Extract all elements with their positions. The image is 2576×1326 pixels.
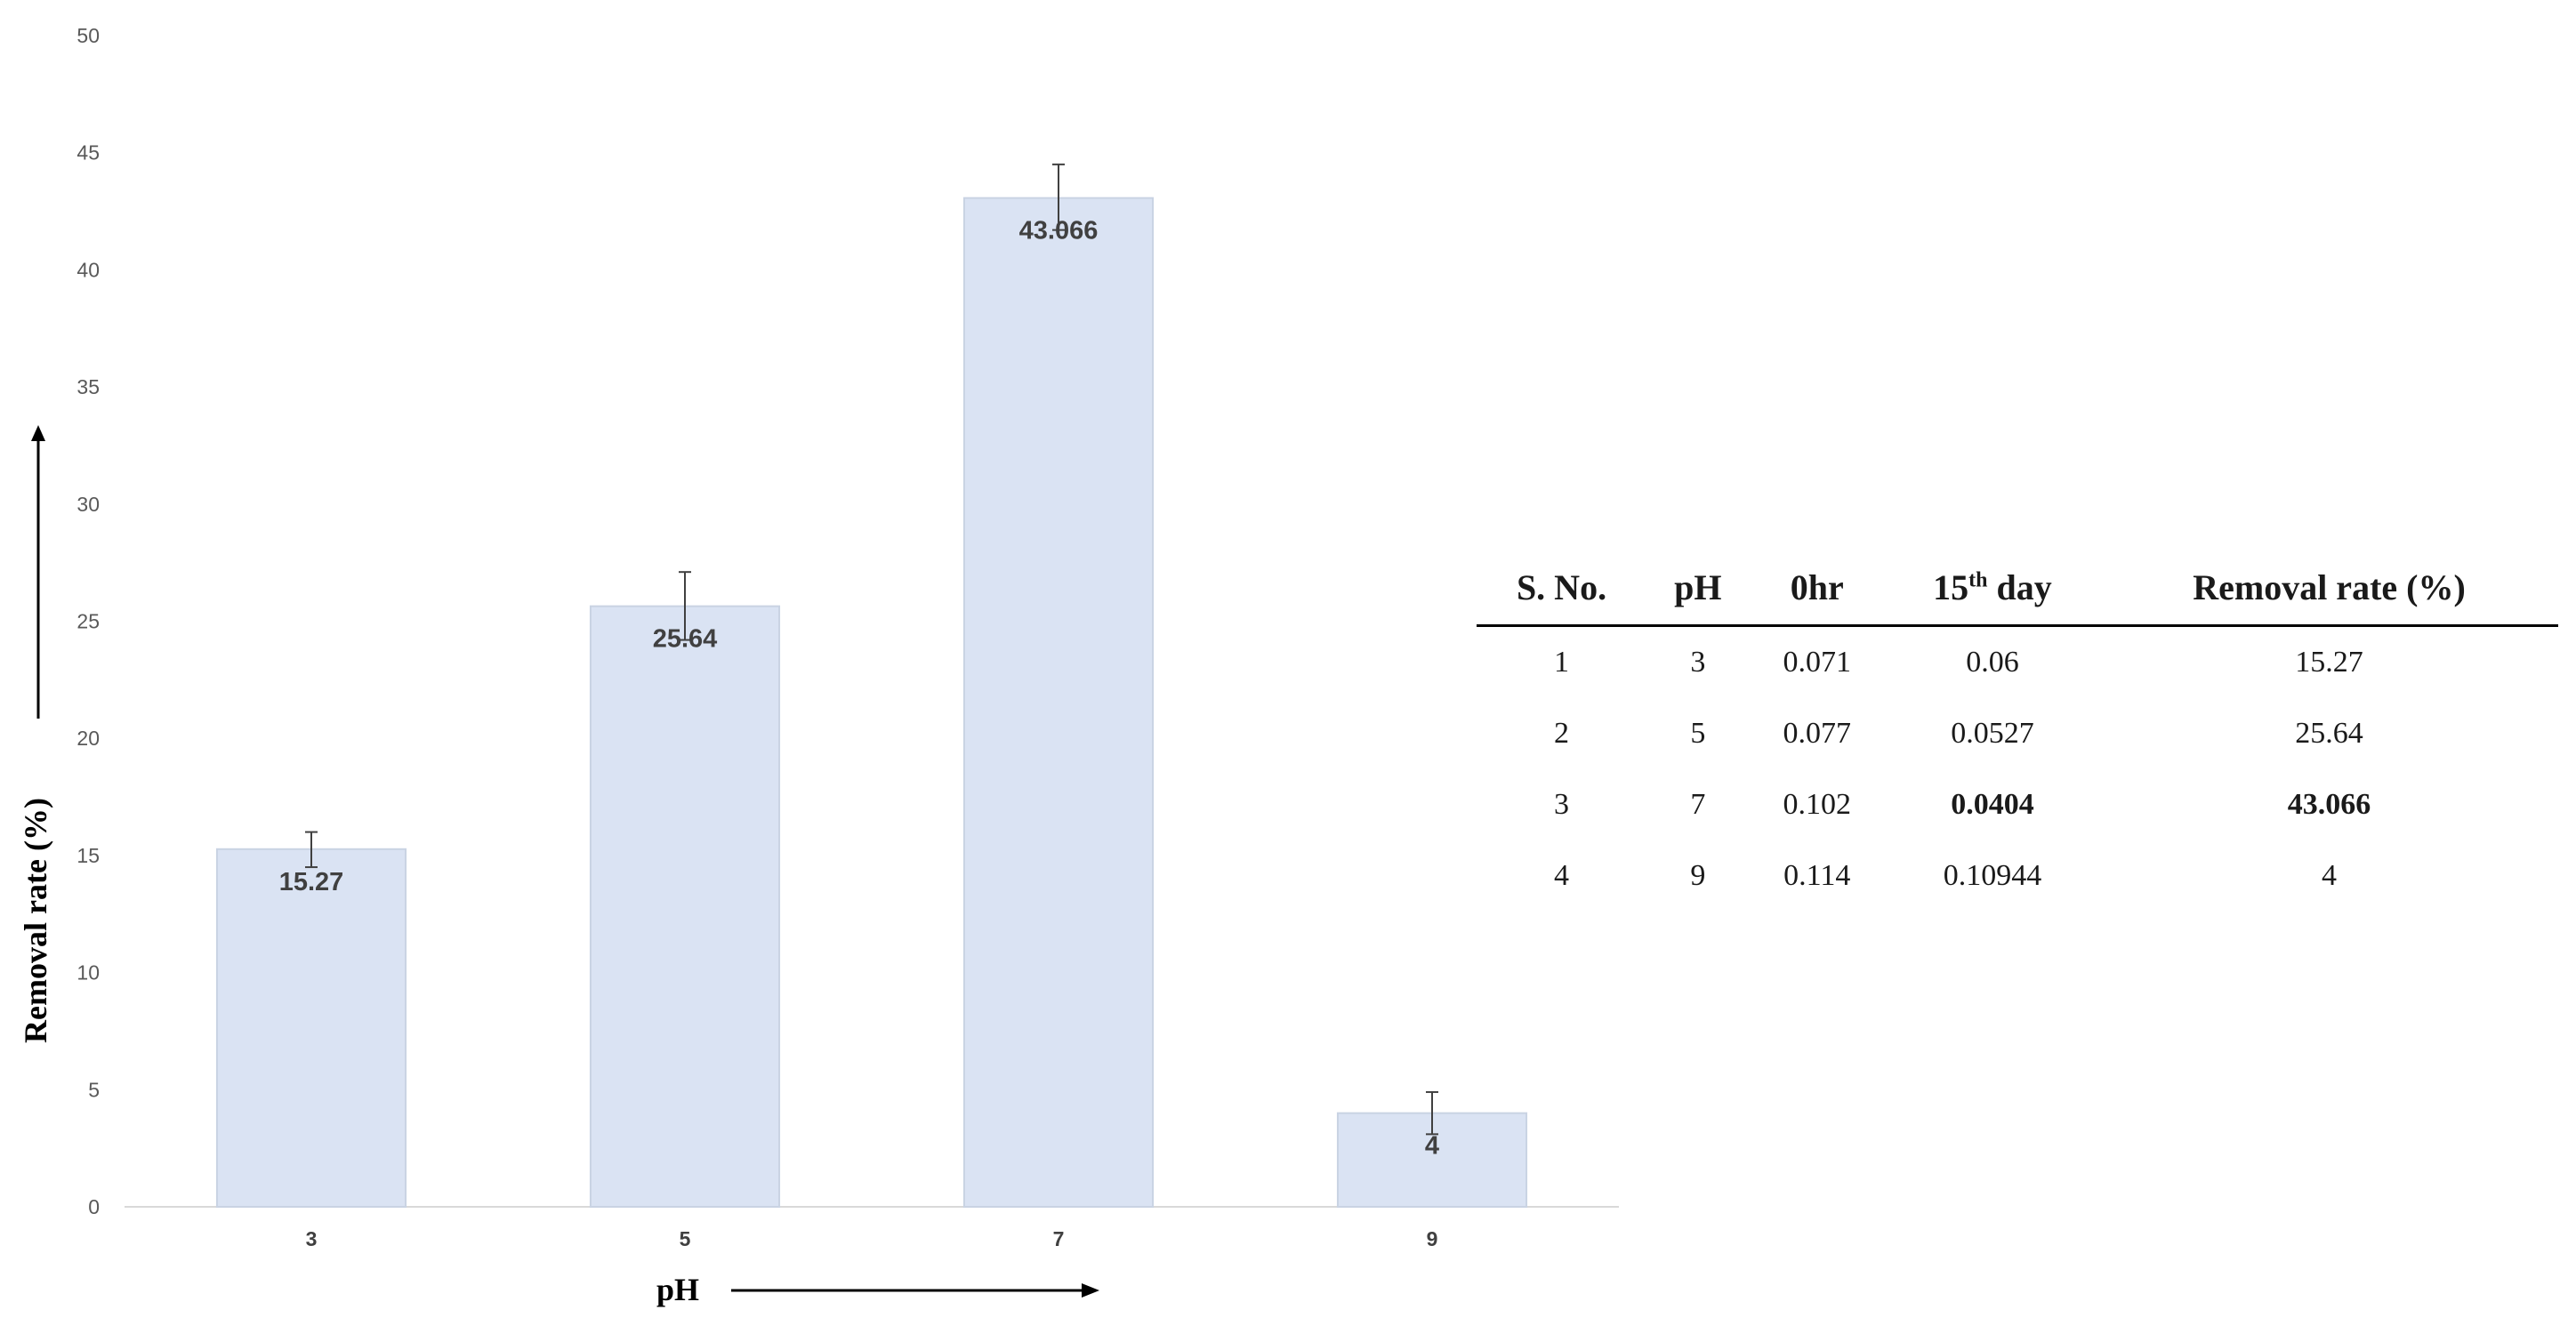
bars: 15.27 25.64 43.066 4: [215, 163, 1528, 1209]
y-tick-label: 50: [76, 24, 100, 47]
y-tick-label: 10: [76, 961, 100, 984]
table-row: 2 5 0.077 0.0527 25.64: [1477, 698, 2558, 769]
cell-removal-rate: 15.27: [2295, 646, 2363, 679]
day-superscript: th: [1968, 568, 1988, 592]
table-row: 1 3 0.071 0.06 15.27: [1477, 626, 2558, 699]
table-row: 4 9 0.114 0.10944 4: [1477, 840, 2558, 912]
x-axis-arrowhead-icon: [1082, 1283, 1099, 1298]
table-header-row: S. No. pH 0hr 15th day Removal rate (%): [1477, 550, 2558, 627]
y-axis-ticks: 0 5 10 15 20 25 30 35 40 45 50: [76, 24, 100, 1218]
col-header-sno: S. No.: [1477, 550, 1647, 627]
x-tick-label: 7: [1053, 1227, 1065, 1250]
cell-removal-rate: 43.066: [2287, 788, 2371, 821]
day-number: 15: [1933, 567, 1969, 607]
y-tick-label: 5: [88, 1078, 100, 1101]
col-header-15th-day: 15th day: [1884, 550, 2101, 627]
cell-15th-day: 0.0404: [1951, 788, 2034, 821]
x-axis-title: pH: [656, 1272, 699, 1307]
results-table: S. No. pH 0hr 15th day Removal rate (%) …: [1477, 550, 2558, 912]
y-tick-label: 40: [76, 258, 100, 281]
cell-ph: 9: [1690, 859, 1706, 892]
y-tick-label: 20: [76, 727, 100, 750]
bar: [215, 848, 407, 1208]
data-label: 4: [1425, 1132, 1439, 1161]
bar: [589, 605, 781, 1208]
y-tick-label: 0: [88, 1195, 100, 1218]
cell-ph: 5: [1690, 717, 1706, 750]
col-header-removal-rate: Removal rate (%): [2100, 550, 2558, 627]
bar: [962, 197, 1155, 1208]
cell-sno: 3: [1554, 788, 1569, 821]
cell-0hr: 0.071: [1783, 646, 1852, 679]
x-axis-ticks: 3 5 7 9: [306, 1227, 1438, 1250]
cell-ph: 7: [1690, 788, 1706, 821]
cell-15th-day: 0.06: [1966, 646, 2019, 679]
cell-0hr: 0.102: [1783, 788, 1852, 821]
cell-ph: 3: [1690, 646, 1706, 679]
cell-removal-rate: 4: [2322, 859, 2338, 892]
cell-sno: 4: [1554, 859, 1569, 892]
y-tick-label: 45: [76, 141, 100, 165]
y-axis-title: Removal rate (%): [18, 798, 53, 1043]
cell-15th-day: 0.10944: [1943, 859, 2042, 892]
col-header-0hr: 0hr: [1749, 550, 1885, 627]
cell-0hr: 0.077: [1783, 717, 1852, 750]
table-row: 3 7 0.102 0.0404 43.066: [1477, 769, 2558, 840]
x-tick-label: 5: [680, 1227, 691, 1250]
y-tick-label: 30: [76, 493, 100, 516]
y-axis-arrowhead-icon: [31, 425, 45, 441]
cell-15th-day: 0.0527: [1951, 717, 2034, 750]
y-tick-label: 35: [76, 375, 100, 398]
cell-sno: 2: [1554, 717, 1569, 750]
data-label: 25.64: [653, 625, 718, 654]
y-tick-label: 15: [76, 844, 100, 867]
day-word: day: [1987, 567, 2052, 607]
cell-removal-rate: 25.64: [2295, 717, 2363, 750]
data-label: 15.27: [279, 868, 344, 896]
x-tick-label: 3: [306, 1227, 318, 1250]
cell-0hr: 0.114: [1783, 859, 1851, 892]
y-tick-label: 25: [76, 610, 100, 633]
x-tick-label: 9: [1427, 1227, 1438, 1250]
col-header-ph: pH: [1646, 550, 1750, 627]
data-label: 43.066: [1019, 217, 1099, 245]
cell-sno: 1: [1554, 646, 1569, 679]
